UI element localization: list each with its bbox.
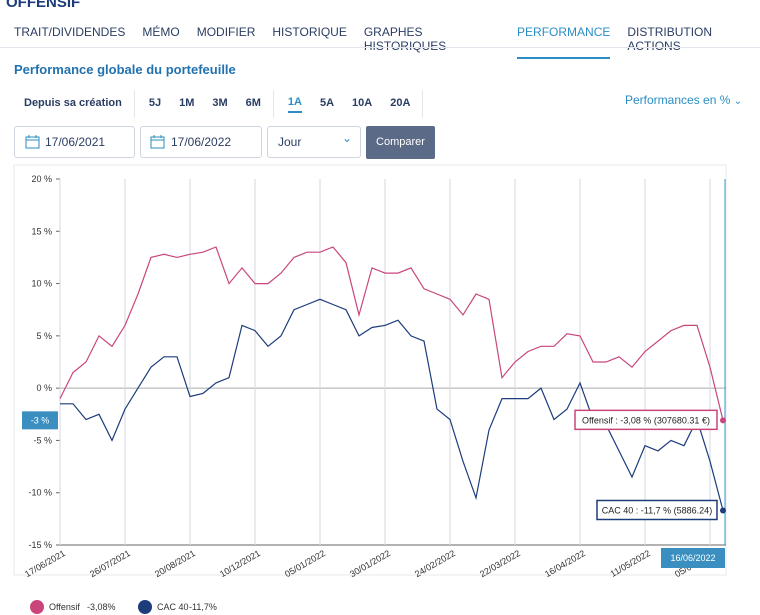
tab[interactable]: HISTORIQUE (272, 25, 347, 39)
separator (272, 90, 274, 118)
chevron: ⌄ (341, 131, 352, 145)
y-tick-label: 5 % (36, 331, 52, 341)
tooltip: Offensif : -3,08 % (307680.31 €) (582, 415, 710, 425)
series-line (59, 246, 724, 421)
period-option[interactable]: 6M (245, 96, 261, 109)
interval: Jour (278, 135, 302, 149)
legend-label: CAC 40 (157, 602, 189, 612)
x-tick-label: 11/05/2022 (609, 548, 652, 579)
separator (133, 90, 135, 118)
tooltip-box (574, 409, 718, 431)
period-option[interactable]: 5J (148, 96, 162, 109)
tooltip-box (596, 499, 718, 521)
y-tick-label: -10 % (28, 488, 52, 498)
tooltip: CAC 40 : -11,7 % (5886.24) (602, 505, 712, 515)
crosshair-x-box (661, 548, 725, 568)
date-to-input[interactable]: 17/06/2022 (140, 126, 262, 158)
separator (422, 90, 424, 118)
compare-button[interactable]: Comparer (366, 126, 435, 159)
y-tick-label: -15 % (28, 540, 52, 550)
y-tick-label: 15 % (31, 226, 52, 236)
period-option[interactable]: 10A (352, 96, 373, 109)
date-from-input[interactable]: 17/06/2021 (14, 126, 135, 158)
display-mode-label: Performances en % (625, 93, 731, 107)
tab-bar: TRAIT/DIVIDENDES MÉMO MODIFIER HISTORIQUE GR… (14, 25, 760, 59)
period-bar: Depuis sa création 5J 1M 3M 6M 1A 5A 10A 20A (24, 90, 437, 118)
legend-swatch (30, 600, 44, 614)
chevron: ⌄ (733, 96, 743, 107)
period-option[interactable]: Depuis sa création (24, 96, 122, 109)
date-from: 17/06/2021 (45, 135, 106, 149)
legend-value: -11,7% (189, 602, 217, 612)
display-mode[interactable]: Performances en % ⌄ (625, 93, 742, 107)
y-tick-label: 10 % (31, 279, 52, 289)
tab[interactable]: GRAPHES HISTORIQUES (363, 25, 447, 53)
period-option[interactable]: 1M (179, 96, 195, 109)
crosshair-y-box (22, 411, 58, 430)
y-tick-label: 0 % (36, 383, 52, 393)
interval-select[interactable]: Jour ⌄ (267, 126, 361, 158)
tab[interactable]: PERFORMANCE (517, 25, 611, 59)
portfolio-title: OFFENSIF (6, 0, 81, 11)
date-to: 17/06/2022 (171, 135, 232, 149)
legend-label: Offensif (49, 602, 80, 612)
tab[interactable]: MÉMO (142, 25, 180, 39)
calendar-icon (25, 135, 40, 149)
point (720, 417, 726, 424)
y-tick-label: 20 % (31, 174, 52, 184)
tab[interactable]: DISTRIBUTION ACTIONS (627, 25, 713, 53)
series-line (60, 298, 724, 511)
period-option[interactable]: 1A (287, 96, 302, 113)
legend-value: -3,08% (87, 602, 116, 612)
period-option[interactable]: 20A (390, 96, 411, 109)
calendar-icon (150, 135, 165, 149)
chart-frame (13, 164, 727, 576)
point (720, 507, 726, 514)
legend-swatch (138, 600, 152, 614)
crosshair-x-label: 16/06/2022 (670, 553, 715, 563)
crosshair-y-label: -3 % (31, 415, 50, 425)
tab[interactable]: MODIFIER (196, 25, 256, 39)
divider (0, 47, 760, 48)
period-option[interactable]: 5A (319, 96, 335, 109)
tab[interactable]: TRAIT/DIVIDENDES (14, 25, 126, 39)
y-tick-label: -5 % (33, 435, 52, 445)
period-option[interactable]: 3M (212, 96, 228, 109)
section-title: Performance globale du portefeuille (14, 62, 236, 77)
